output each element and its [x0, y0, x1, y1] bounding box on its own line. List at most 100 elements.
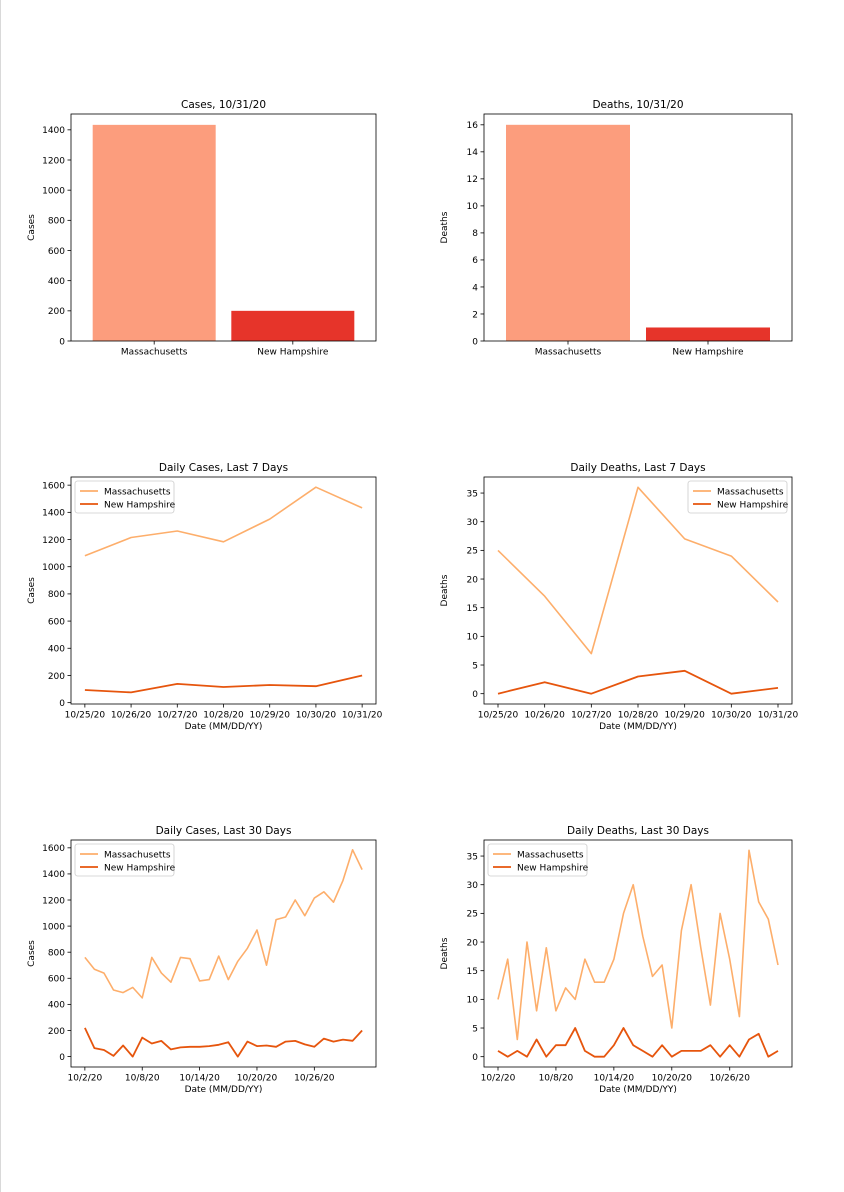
y-tick-label: 200 [48, 1027, 65, 1037]
y-tick-label: 16 [467, 121, 479, 131]
bar-new-hampshire [646, 327, 770, 341]
y-tick-label: 200 [48, 307, 65, 317]
y-tick-label: 0 [472, 690, 478, 700]
line-massachusetts [497, 849, 779, 1041]
y-tick-label: 20 [467, 938, 479, 948]
line-massachusetts [84, 848, 363, 999]
y-tick-label: 10 [467, 996, 479, 1006]
x-tick-label: 10/2/20 [481, 1074, 516, 1084]
x-tick-label: 10/29/20 [250, 711, 291, 721]
x-tick-label: 10/2/20 [68, 1074, 103, 1084]
legend-label: Massachusetts [717, 487, 784, 497]
chart-deaths-total: 0 2 4 6 8 10 12 14 16 Massachusetts New Hampshire D… [440, 99, 793, 358]
y-tick-label: 1400 [42, 509, 65, 519]
axes-frame [483, 113, 793, 342]
chart-title: Cases, 10/31/20 [181, 99, 266, 111]
x-tick-label: 10/14/20 [594, 1074, 635, 1084]
chart-cases-total: 0 200 400 600 800 1000 1200 1400 Massachusetts Ne… [27, 99, 377, 358]
x-tick-label: 10/8/20 [125, 1074, 160, 1084]
y-tick-label: 1200 [42, 896, 65, 906]
bar-massachusetts [92, 124, 216, 341]
y-tick-label: 0 [472, 1053, 478, 1063]
y-tick-label: 14 [467, 148, 479, 158]
y-axis-label: Deaths [440, 937, 450, 969]
legend-label: New Hampshire [104, 863, 176, 873]
line-massachusetts [497, 486, 779, 655]
chart-title: Daily Cases, Last 30 Days [156, 825, 292, 837]
legend-label: New Hampshire [717, 500, 789, 510]
y-tick-label: 1000 [42, 922, 65, 932]
chart-deaths-7: 0 5 10 15 20 25 30 35 10/25/20 10/26/20 10/27/20 10… [440, 462, 798, 732]
x-tick-label: 10/28/20 [618, 711, 659, 721]
x-tick-label: Massachusetts [535, 348, 602, 358]
y-tick-label: 30 [467, 881, 479, 891]
x-tick-label: 10/30/20 [296, 711, 337, 721]
x-tick-label: Massachusetts [121, 348, 188, 358]
x-tick-label: 10/14/20 [179, 1074, 220, 1084]
legend-label: Massachusetts [104, 487, 171, 497]
y-tick-label: 2 [472, 310, 478, 320]
axes-frame [70, 839, 377, 1068]
x-tick-label: New Hampshire [672, 348, 744, 358]
line-massachusetts [84, 486, 363, 557]
chart-deaths-30: 0 5 10 15 20 25 30 35 10/2/20 10/8/20 10/14/20 10/2… [440, 825, 793, 1095]
y-axis-label: Cases [27, 577, 37, 604]
y-tick-label: 1200 [42, 536, 65, 546]
y-tick-label: 0 [59, 1053, 65, 1063]
chart-title: Deaths, 10/31/20 [592, 99, 683, 111]
legend: Massachusetts New Hampshire [687, 480, 789, 514]
axes-frame [70, 113, 377, 342]
y-tick-label: 20 [467, 575, 479, 585]
x-tick-label: 10/26/20 [294, 1074, 335, 1084]
y-tick-label: 600 [48, 975, 65, 985]
legend: Massachusetts New Hampshire [74, 480, 176, 514]
x-axis-label: Date (MM/DD/YY) [185, 722, 263, 732]
chart-title: Daily Deaths, Last 30 Days [567, 825, 709, 837]
legend: Massachusetts New Hampshire [487, 843, 589, 877]
x-axis-label: Date (MM/DD/YY) [185, 1085, 263, 1095]
y-axis-label: Cases [27, 940, 37, 967]
line-new-hampshire [497, 669, 779, 695]
y-tick-label: 200 [48, 672, 65, 682]
x-tick-label: 10/26/20 [111, 711, 152, 721]
y-tick-label: 1000 [42, 186, 65, 196]
y-tick-label: 0 [59, 699, 65, 709]
axes-frame [483, 839, 793, 1068]
x-axis-label: Date (MM/DD/YY) [599, 1085, 677, 1095]
y-tick-label: 35 [467, 489, 478, 499]
y-tick-label: 400 [48, 1001, 65, 1011]
page-edge [0, 0, 1, 1192]
chart-cases-30: 0 200 400 600 800 1000 1200 1400 1600 10/2/20 10/8… [27, 825, 377, 1095]
y-tick-label: 35 [467, 852, 478, 862]
y-tick-label: 15 [467, 967, 478, 977]
x-tick-label: 10/27/20 [157, 711, 198, 721]
y-axis-label: Deaths [440, 574, 450, 606]
legend-frame [74, 480, 175, 514]
legend-label: New Hampshire [104, 500, 176, 510]
y-tick-label: 400 [48, 277, 65, 287]
x-tick-label: New Hampshire [257, 348, 329, 358]
y-tick-label: 6 [472, 256, 478, 266]
y-tick-label: 5 [472, 1024, 478, 1034]
y-tick-label: 400 [48, 645, 65, 655]
line-new-hampshire [84, 674, 363, 694]
legend-label: Massachusetts [104, 850, 171, 860]
y-axis-label: Cases [27, 214, 37, 241]
x-tick-label: 10/20/20 [652, 1074, 693, 1084]
y-tick-label: 1600 [42, 844, 65, 854]
x-tick-label: 10/30/20 [711, 711, 752, 721]
x-axis-label: Date (MM/DD/YY) [599, 722, 677, 732]
x-tick-label: 10/25/20 [478, 711, 519, 721]
x-tick-label: 10/26/20 [524, 711, 565, 721]
line-new-hampshire [84, 1027, 363, 1058]
bar-new-hampshire [231, 310, 355, 341]
y-tick-label: 800 [48, 948, 65, 958]
y-tick-label: 30 [467, 518, 479, 528]
y-tick-label: 4 [472, 283, 478, 293]
y-tick-label: 25 [467, 547, 478, 557]
y-axis-label: Deaths [440, 211, 450, 243]
x-tick-label: 10/27/20 [571, 711, 612, 721]
y-tick-label: 1400 [42, 870, 65, 880]
bar-massachusetts [506, 124, 630, 341]
